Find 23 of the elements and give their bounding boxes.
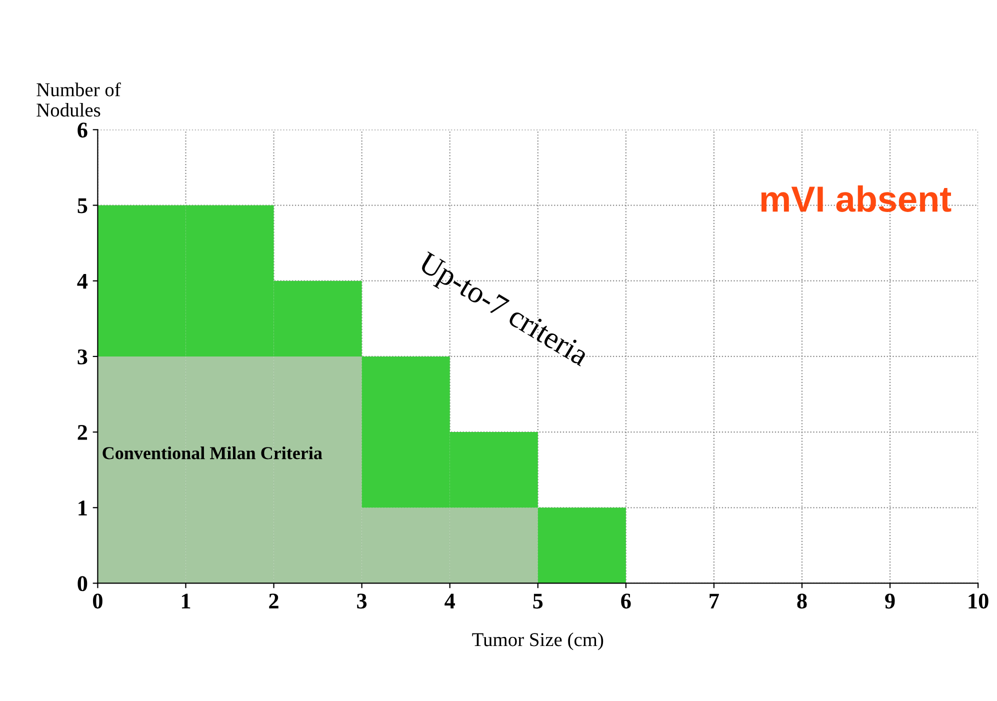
y-tick-label: 1: [78, 500, 87, 516]
series-label: Conventional Milan Criteria: [102, 446, 322, 460]
x-tick-label: 2: [269, 594, 278, 608]
y-tick-label: 0: [78, 576, 88, 592]
x-tick-label: 4: [444, 594, 455, 608]
x-tick-label: 6: [621, 594, 631, 609]
x-axis-title: Tumor Size (cm): [472, 632, 604, 650]
y-tick-label: 6: [78, 122, 88, 138]
x-tick-label: 0: [93, 594, 102, 609]
x-tick-label: 5: [533, 594, 543, 609]
x-tick-label: 7: [710, 594, 719, 608]
y-tick-label: 3: [78, 349, 88, 364]
x-tick-label: 1: [182, 594, 190, 608]
x-tick-label: 10: [968, 594, 988, 609]
y-tick-label: 5: [78, 198, 88, 214]
x-tick-label: 9: [885, 594, 895, 609]
bar: [538, 508, 626, 584]
y-tick-label: 2: [78, 425, 88, 440]
y-tick-label: 4: [77, 274, 88, 289]
y-axis-title: Number of Nodules: [36, 82, 121, 117]
x-tick-label: 3: [357, 594, 367, 609]
x-tick-label: 8: [797, 594, 807, 609]
annotation: mVI absent: [761, 185, 952, 212]
